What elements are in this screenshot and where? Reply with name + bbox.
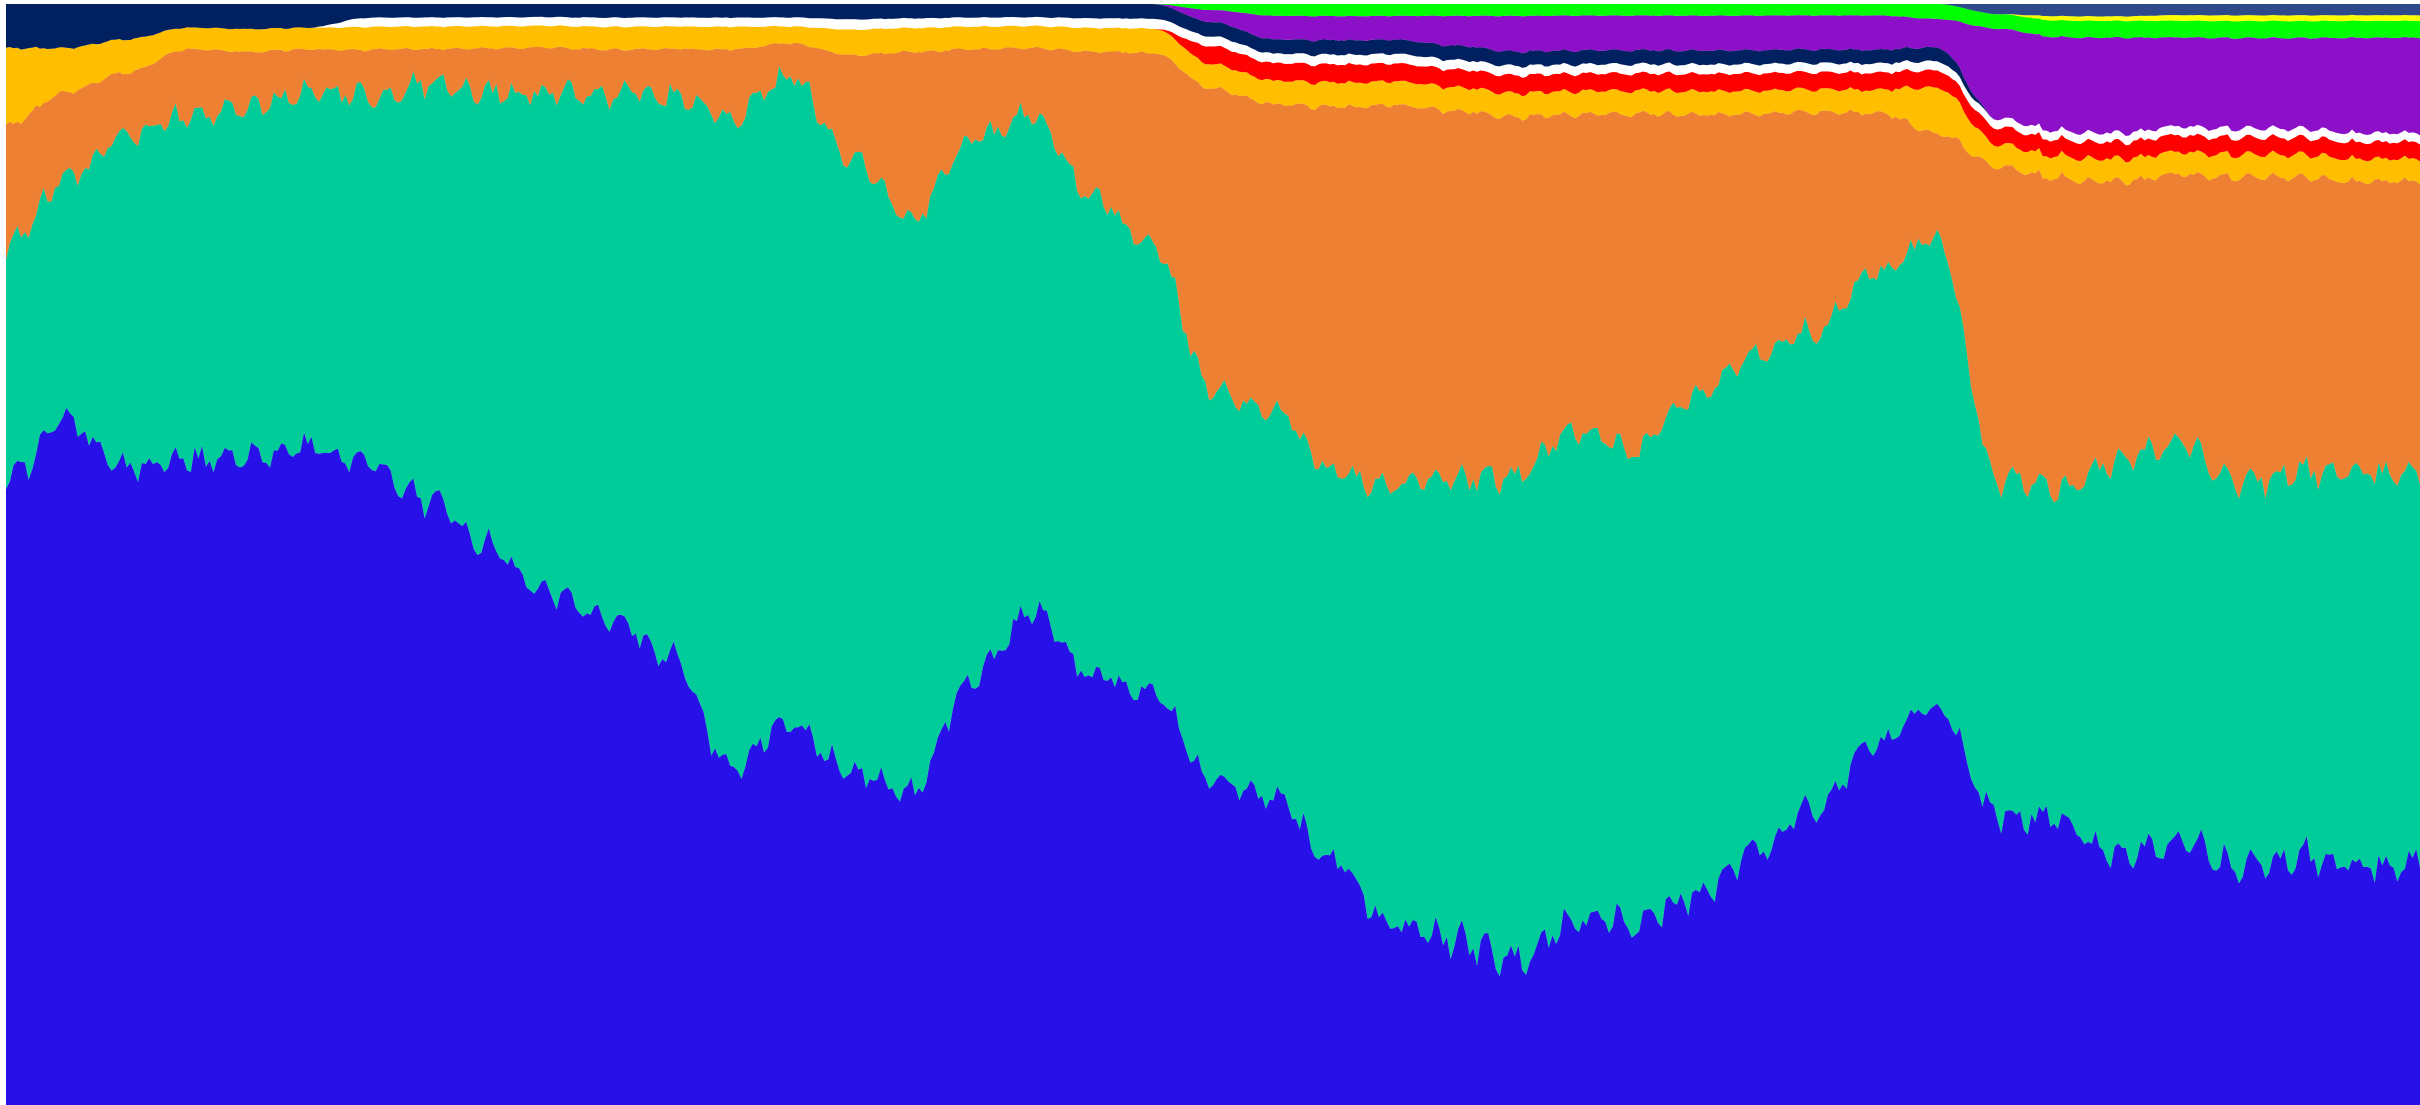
area-band-1 — [6, 407, 2420, 1105]
area-band-8 — [6, 4, 2420, 136]
area-band-9 — [6, 4, 2420, 39]
area-band-2 — [6, 66, 2420, 977]
area-band-11 — [6, 4, 2420, 17]
area-band-7 — [6, 4, 2420, 136]
area-band-5 — [6, 25, 2420, 163]
area-band-6 — [6, 16, 2420, 146]
area-band-10 — [6, 4, 2420, 22]
area-band-4 — [6, 25, 2420, 186]
area-bands — [6, 4, 2420, 1105]
area-band-3 — [6, 42, 2420, 503]
